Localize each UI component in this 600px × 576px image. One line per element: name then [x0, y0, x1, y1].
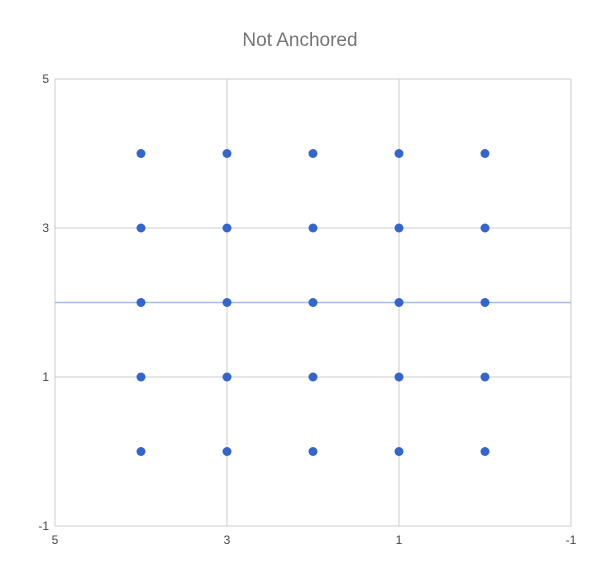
- data-point: [480, 149, 490, 158]
- x-tick-label: -1: [566, 533, 577, 547]
- data-point: [136, 223, 146, 233]
- data-point: [222, 223, 232, 233]
- x-tick-label: 1: [396, 533, 403, 547]
- data-point: [136, 372, 146, 382]
- x-tick-label: 3: [224, 533, 231, 547]
- y-tick-label: -1: [38, 519, 49, 533]
- data-point: [136, 447, 146, 456]
- data-point: [222, 149, 232, 158]
- chart-title: Not Anchored: [242, 30, 358, 51]
- data-point: [480, 447, 490, 456]
- data-point: [480, 372, 490, 382]
- data-point: [136, 149, 146, 158]
- data-point: [480, 298, 490, 307]
- data-point: [394, 149, 404, 158]
- x-tick-label: 5: [52, 533, 59, 547]
- data-point: [480, 223, 490, 233]
- y-tick-label: 5: [42, 72, 49, 86]
- y-tick-label: 3: [42, 221, 49, 235]
- data-point: [222, 447, 232, 456]
- data-point: [308, 447, 318, 456]
- data-point: [394, 447, 404, 456]
- data-point: [308, 298, 318, 307]
- data-point: [222, 372, 232, 382]
- data-point: [394, 223, 404, 233]
- data-point: [308, 149, 318, 158]
- data-point: [394, 372, 404, 382]
- data-point: [394, 298, 404, 307]
- y-tick-label: 1: [42, 370, 49, 384]
- data-point: [308, 223, 318, 233]
- data-point: [308, 372, 318, 382]
- data-point: [222, 298, 232, 307]
- data-point: [136, 298, 146, 307]
